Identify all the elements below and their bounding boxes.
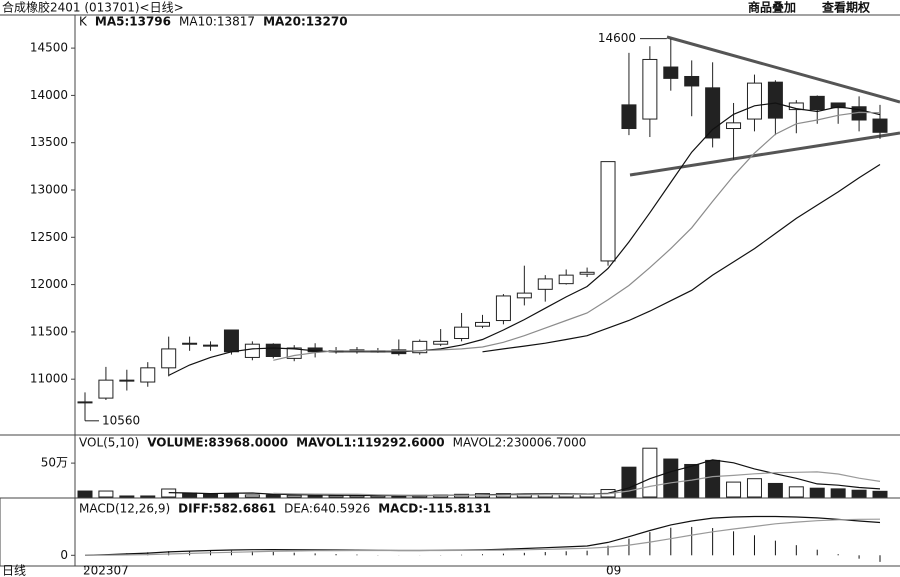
ma-line (482, 163, 881, 353)
volume-bar (223, 493, 239, 498)
legend-entry: MAVOL1:119292.6000 (296, 436, 445, 450)
ma-line (273, 471, 881, 496)
plot: 11000 11500 12000 12500 13000 13500 14000 14500… (30, 15, 888, 577)
volume-bar (642, 447, 658, 498)
volume-bar (244, 494, 260, 498)
candle-body (475, 321, 490, 327)
candle-body (265, 343, 281, 357)
y-tick-label: 14000 (30, 88, 68, 102)
candle-body (809, 95, 825, 111)
volume-bar (119, 495, 135, 498)
legend-entry: MACD:-115.8131 (378, 502, 491, 516)
candle-body (244, 343, 260, 358)
x-tick-label: 09 (606, 564, 621, 577)
panel-label: K (79, 15, 88, 29)
legend-entry: MAVOL2:230006.7000 (453, 436, 587, 450)
candle-body (830, 102, 846, 109)
candle-body (161, 348, 177, 369)
options-button[interactable]: 查看期权 (821, 0, 871, 15)
legend-entry: DEA:640.5926 (284, 502, 370, 516)
candle-body (872, 118, 888, 133)
ma-line (273, 111, 881, 361)
legend-entry: MA5:13796 (95, 15, 171, 29)
peak-label: 14600 (598, 31, 636, 45)
y-tick-label: 13000 (30, 183, 68, 197)
ma-line (84, 518, 881, 556)
volume-bar (851, 489, 867, 498)
candle-body (767, 81, 783, 119)
volume-bar (726, 481, 742, 498)
volume-bar (663, 458, 679, 498)
candle-body (77, 401, 93, 404)
volume-bar (328, 495, 344, 498)
legend-entry: MA20:13270 (263, 15, 347, 29)
candle-body (642, 58, 658, 120)
candle-body (495, 295, 511, 322)
trend-line (629, 131, 900, 177)
y-tick-label: 11500 (30, 324, 68, 338)
volume-bar (746, 478, 762, 498)
y-tick-label: 13500 (30, 135, 68, 149)
volume-bar (872, 490, 888, 498)
candle-body (726, 122, 742, 130)
volume-bar (77, 490, 93, 498)
volume-bar (265, 494, 281, 498)
candle-body (140, 367, 156, 383)
trend-line (666, 35, 900, 104)
y-tick-label: 12000 (30, 277, 68, 291)
candle-body (600, 161, 616, 262)
candle-body (621, 104, 637, 130)
legend-entry: MA10:13817 (179, 15, 255, 29)
candle-body (433, 340, 449, 345)
y-tick-label: 50万 (41, 456, 68, 470)
legend-entry: DIFF:582.6861 (178, 502, 276, 516)
low-label: 10560 (102, 413, 140, 427)
y-tick-label: 0 (60, 548, 68, 562)
y-tick-label: 11000 (30, 372, 68, 386)
ma-line (168, 102, 881, 376)
legend-entry: VOLUME:83968.0000 (147, 436, 288, 450)
candle-body (119, 379, 135, 382)
period-label: 日线 (2, 564, 26, 577)
panel-label: MACD(12,26,9) (79, 502, 170, 516)
x-tick-label: 202307 (83, 564, 129, 577)
volume-bar (140, 495, 156, 498)
candle-body (537, 278, 553, 290)
page-title: 合成橡胶2401 (013701)<日线> (2, 0, 184, 15)
ma-line (168, 459, 881, 497)
panel-label: VOL(5,10) (79, 436, 139, 450)
candle-body (223, 329, 239, 353)
candle-body (286, 347, 302, 359)
volume-bar (809, 487, 825, 498)
candle-body (705, 87, 721, 139)
candle-body (684, 75, 700, 87)
candle-body (98, 379, 114, 399)
volume-bar (788, 486, 804, 498)
volume-bar (286, 494, 302, 498)
candle-body (516, 292, 532, 299)
candle-body (663, 66, 679, 79)
candle-body (182, 342, 198, 345)
candle-body (412, 340, 428, 354)
volume-bar (705, 459, 721, 498)
volume-bar (767, 482, 783, 498)
overlay-button[interactable]: 商品叠加 (748, 0, 796, 15)
volume-bar (830, 488, 846, 498)
volume-bar (621, 466, 637, 498)
candle-body (558, 274, 574, 285)
y-tick-label: 12500 (30, 230, 68, 244)
y-tick-label: 14500 (30, 41, 68, 55)
candle-body (454, 326, 470, 340)
volume-bar (98, 490, 114, 498)
candle-body (579, 271, 595, 275)
candle-body (746, 82, 762, 120)
volume-bar (203, 493, 219, 498)
candle-body (203, 344, 219, 347)
